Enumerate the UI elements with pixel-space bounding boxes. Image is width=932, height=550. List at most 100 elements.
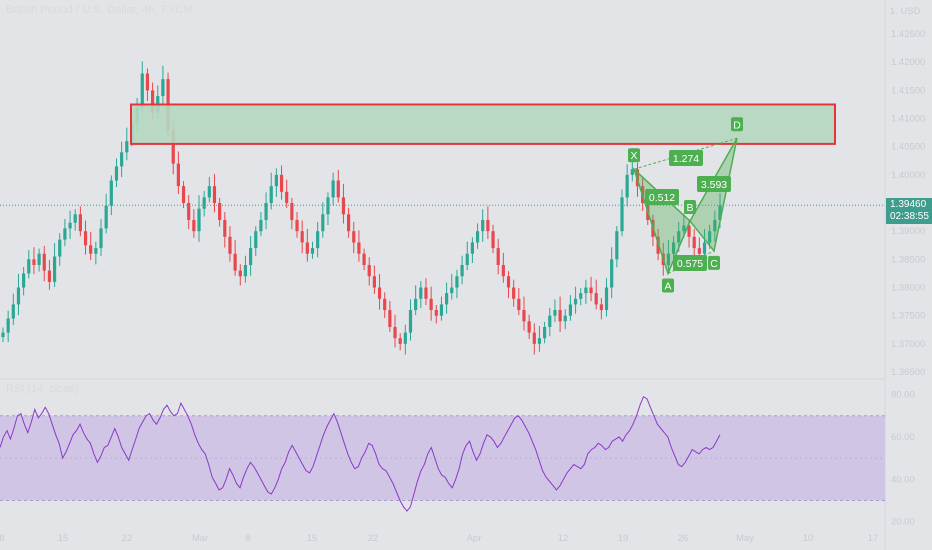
candle-body	[336, 180, 340, 198]
currency-label[interactable]: 1. USD	[890, 6, 921, 17]
pattern-ratio-badge	[673, 255, 707, 271]
candle-body	[522, 310, 526, 322]
candle-body	[171, 129, 175, 164]
pattern-point-label: B	[686, 202, 693, 214]
candle-body	[465, 253, 469, 265]
candle-body	[460, 264, 464, 277]
candle-body	[512, 287, 516, 299]
candle-body	[630, 169, 634, 175]
candle-body	[677, 231, 681, 243]
countdown-value: 02:38:55	[890, 211, 929, 222]
candle-body	[83, 231, 88, 246]
candle-body	[439, 304, 444, 316]
candle-body	[99, 228, 103, 249]
candle-body	[455, 276, 459, 288]
y-tick-label: 1.36500	[891, 367, 925, 378]
candle-body	[403, 332, 407, 344]
candle-body	[692, 236, 696, 249]
candle-body	[383, 298, 387, 311]
y-tick-label: 1.42000	[891, 57, 925, 68]
candle-body	[63, 228, 67, 240]
candle-body	[238, 270, 242, 277]
pattern-point-badge	[731, 117, 743, 132]
x-tick-label: 10	[803, 533, 814, 544]
rsi-line	[0, 395, 721, 512]
x-tick-label: 17	[868, 533, 879, 544]
y-tick-label: 1.41000	[891, 114, 925, 125]
candle-body	[424, 287, 428, 299]
candle-body	[176, 163, 180, 187]
candle-body	[305, 242, 309, 254]
candle-body	[388, 310, 392, 327]
candle-body	[367, 264, 371, 277]
candle-body	[52, 256, 57, 282]
candle-body	[702, 242, 707, 254]
candle-body	[269, 186, 273, 204]
candle-body	[558, 310, 562, 322]
candle-body	[290, 203, 294, 220]
candle-body	[543, 326, 547, 339]
candle-body	[475, 231, 480, 243]
x-tick-label: 15	[307, 533, 318, 544]
candle-body	[150, 90, 155, 113]
rsi-title: RSI (14, close)	[6, 383, 79, 395]
x-tick-label: 8	[245, 533, 250, 544]
pattern-point-badge	[662, 278, 674, 293]
candle-body	[243, 264, 248, 277]
candle-body	[434, 310, 438, 316]
candle-body	[192, 219, 196, 232]
pattern-ratio-label: 1.274	[673, 153, 699, 165]
candle-body	[604, 287, 609, 311]
candle-body	[254, 231, 258, 249]
x-tick-label: 22	[122, 533, 133, 544]
candle-body	[584, 287, 588, 294]
candle-body	[357, 242, 361, 254]
candle-body	[300, 231, 304, 243]
candle-body	[362, 253, 366, 265]
candle-body	[78, 214, 82, 232]
candle-body	[718, 205, 722, 220]
candle-body	[316, 231, 320, 249]
candle-body	[125, 141, 129, 153]
candle-body	[347, 214, 351, 232]
candle-body	[109, 180, 113, 206]
candle-body	[697, 248, 701, 254]
rsi-tick-label: 80.00	[891, 390, 915, 401]
candle-body	[579, 293, 583, 299]
y-tick-label: 1.40000	[891, 170, 925, 181]
candle-body	[331, 180, 335, 198]
x-tick-label: 22	[368, 533, 379, 544]
pattern-point-label: A	[664, 280, 671, 292]
candle-body	[573, 298, 578, 305]
candle-body	[161, 79, 165, 97]
candle-body	[708, 231, 712, 243]
x-tick-label: 26	[678, 533, 689, 544]
candle-body	[517, 298, 521, 311]
candle-body	[481, 219, 485, 232]
pattern-point-badge	[708, 255, 720, 270]
candle-body	[223, 219, 227, 237]
candle-body	[212, 186, 217, 204]
candle-body	[42, 253, 46, 271]
candle-body	[532, 332, 536, 344]
pattern-xd-line	[633, 137, 738, 170]
candle-body	[548, 315, 552, 327]
candle-body	[620, 197, 624, 232]
candle-body	[94, 248, 98, 254]
candle-body	[114, 166, 119, 181]
pattern-ratio-badge	[645, 189, 679, 205]
candle-body	[568, 304, 573, 316]
candle-body	[501, 264, 505, 277]
candle-body	[285, 191, 289, 204]
candle-body	[486, 219, 490, 232]
candle-body	[671, 242, 676, 254]
rsi-band	[0, 415, 885, 501]
candle-body	[233, 253, 237, 271]
y-tick-label: 1.38500	[891, 254, 925, 265]
candle-body	[321, 214, 325, 232]
candle-body	[398, 338, 402, 344]
candle-body	[352, 231, 356, 243]
candle-body	[279, 174, 284, 192]
candle-body	[187, 203, 191, 220]
